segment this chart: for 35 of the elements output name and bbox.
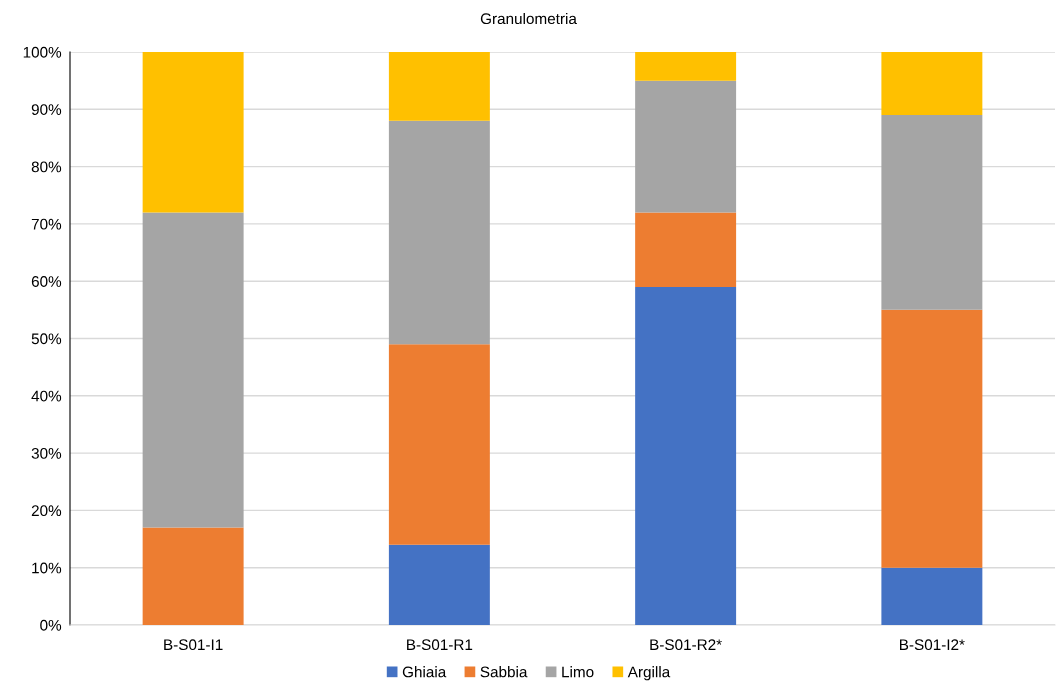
y-tick-label: 50% bbox=[31, 333, 62, 345]
bar bbox=[635, 286, 737, 625]
bar bbox=[388, 344, 490, 545]
y-tick-label: 100% bbox=[23, 46, 62, 58]
y-tick-label: 60% bbox=[31, 276, 62, 287]
chart-title: Granulometria bbox=[480, 12, 577, 25]
y-tick-label: 80% bbox=[31, 161, 62, 173]
y-tick-label: 40% bbox=[31, 390, 62, 402]
legend-label: Argilla bbox=[627, 666, 671, 681]
y-tick-label: 90% bbox=[31, 104, 62, 115]
x-tick-label: B-S01-I1 bbox=[164, 639, 223, 651]
legend-label: Ghiaia bbox=[402, 666, 447, 678]
bar bbox=[142, 527, 244, 625]
bar bbox=[881, 115, 983, 310]
y-tick-label: 0% bbox=[40, 619, 62, 631]
bar bbox=[881, 567, 983, 625]
y-tick-label: 30% bbox=[31, 447, 62, 459]
x-tick-label: B-S01-R1 bbox=[407, 639, 473, 651]
bar bbox=[388, 544, 490, 625]
bar bbox=[388, 52, 490, 121]
bar bbox=[635, 52, 737, 81]
bar bbox=[635, 80, 737, 213]
bar bbox=[881, 309, 983, 568]
bar bbox=[142, 52, 244, 213]
bar bbox=[142, 212, 244, 528]
y-tick-label: 10% bbox=[32, 562, 62, 574]
y-tick-label: 20% bbox=[31, 505, 62, 517]
bar bbox=[635, 212, 737, 287]
y-tick-label: 70% bbox=[31, 218, 62, 230]
bar bbox=[388, 120, 490, 345]
legend-label: Sabbia bbox=[480, 666, 528, 678]
x-tick-label: B-S01-R2* bbox=[650, 639, 722, 651]
x-tick-label: B-S01-I2* bbox=[900, 639, 965, 651]
legend-label: Limo bbox=[562, 666, 594, 678]
bar bbox=[881, 52, 983, 116]
